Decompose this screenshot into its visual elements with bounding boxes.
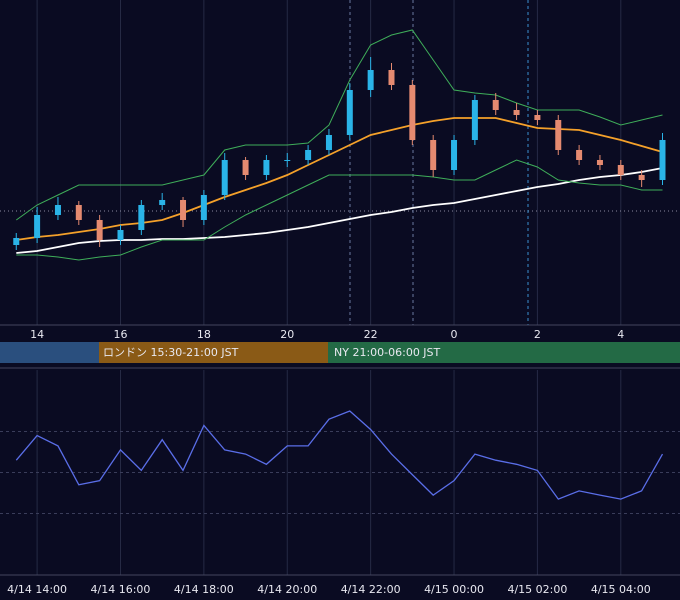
candle-body (284, 160, 291, 161)
candle-body (13, 238, 20, 245)
x-tick-label: 4 (617, 328, 624, 341)
x-tick-label: 14 (30, 328, 44, 341)
candle-body (596, 160, 603, 165)
candle-body (346, 90, 353, 135)
session-bar (99, 342, 328, 363)
x-tick-label: 4/14 18:00 (174, 583, 234, 596)
candle-body (388, 70, 395, 85)
candle-body (117, 230, 124, 240)
indicator-line (16, 117, 663, 241)
x-tick-label: 22 (364, 328, 378, 341)
rsi-line (15, 410, 664, 500)
candle-body (409, 85, 416, 140)
session-label: ロンドン 15:30-21:00 JST (103, 346, 239, 359)
candle-body (200, 195, 207, 220)
x-tick-label: 4/14 16:00 (91, 583, 151, 596)
x-tick-label: 18 (197, 328, 211, 341)
candle-body (576, 150, 583, 160)
candle-body (138, 205, 145, 230)
session-label: NY 21:00-06:00 JST (334, 346, 441, 359)
x-tick-label: 4/15 00:00 (424, 583, 484, 596)
candle-body (34, 215, 41, 238)
x-tick-label: 2 (534, 328, 541, 341)
candle-body (471, 100, 478, 140)
x-tick-label: 20 (280, 328, 294, 341)
candle-body (54, 205, 61, 215)
x-tick-label: 0 (451, 328, 458, 341)
x-tick-label: 4/14 22:00 (341, 583, 401, 596)
candle-body (180, 200, 187, 220)
candle-body (367, 70, 374, 90)
indicator-line (16, 167, 663, 254)
candle-body (430, 140, 437, 170)
candle-body (96, 220, 103, 240)
indicator-line (16, 159, 663, 261)
candle-body (534, 115, 541, 120)
candle-body (221, 160, 228, 195)
candle-body (159, 200, 166, 205)
candle-body (305, 150, 312, 160)
candle-body (492, 100, 499, 110)
indicator-line (16, 29, 663, 221)
candle-body (75, 205, 82, 220)
session-bar (0, 342, 99, 363)
candle-body (659, 140, 666, 180)
x-tick-label: 4/14 14:00 (7, 583, 67, 596)
candle-body (638, 175, 645, 180)
candle-body (325, 135, 332, 150)
candle-body (513, 110, 520, 115)
x-tick-label: 4/14 20:00 (257, 583, 317, 596)
candle-body (617, 165, 624, 175)
candle-body (451, 140, 458, 170)
candle-body (555, 120, 562, 150)
x-tick-label: 16 (113, 328, 127, 341)
x-tick-label: 4/15 04:00 (591, 583, 651, 596)
x-tick-label: 4/15 02:00 (507, 583, 567, 596)
session-bar (328, 342, 680, 363)
candle-body (263, 160, 270, 175)
candle-body (242, 160, 249, 175)
